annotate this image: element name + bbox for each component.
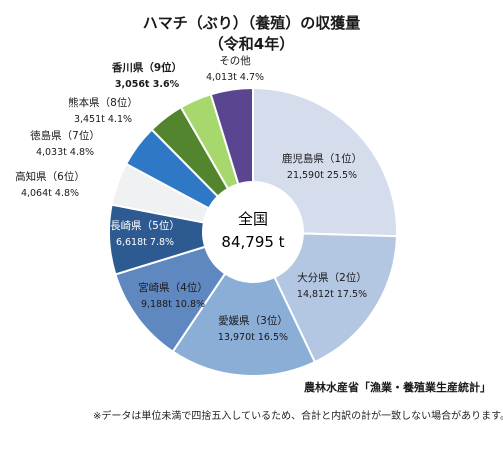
slice-value-label-3: 9,188t 10.8% xyxy=(141,299,205,310)
slice-name-label-8: 香川県（9位） xyxy=(111,61,182,74)
slice-name-label-7: 熊本県（8位） xyxy=(68,96,138,109)
chart-title: ハマチ（ぶり）（養殖）の収獲量 xyxy=(142,14,361,32)
slice-value-label-6: 4,033t 4.8% xyxy=(36,147,94,158)
slice-0 xyxy=(252,86,398,238)
slice-name-label-6: 徳島県（7位） xyxy=(30,129,100,142)
slice-value-label-4: 6,618t 7.8% xyxy=(116,237,174,248)
slice-9 xyxy=(209,86,254,186)
slice-name-label-9: その他 xyxy=(219,54,251,67)
slice-value-label-8: 3,056t 3.6% xyxy=(115,79,180,90)
chart-subtitle: （令和4年） xyxy=(208,35,295,53)
slice-name-label-3: 宮崎県（4位） xyxy=(138,281,208,294)
footnote: ※データは単位未満で四捨五入しているため、合計と内訳の計が一致しない場合がありま… xyxy=(93,411,503,422)
slice-value-label-2: 13,970t 16.5% xyxy=(218,332,288,343)
center-value: 84,795 t xyxy=(221,233,284,251)
slice-value-label-7: 3,451t 4.1% xyxy=(74,114,132,125)
slice-name-label-0: 鹿児島県（1位） xyxy=(282,152,362,165)
slice-value-label-5: 4,064t 4.8% xyxy=(21,188,79,199)
slice-name-label-5: 高知県（6位） xyxy=(15,170,85,183)
slice-value-label-1: 14,812t 17.5% xyxy=(297,289,367,300)
source-citation: 農林水産省「漁業・養殖業生産統計」 xyxy=(304,381,491,394)
slice-name-label-4: 長崎県（5位） xyxy=(110,219,180,232)
slice-1 xyxy=(273,232,398,364)
slice-name-label-1: 大分県（2位） xyxy=(297,271,367,284)
slice-value-label-0: 21,590t 25.5% xyxy=(287,170,357,181)
slice-value-label-9: 4,013t 4.7% xyxy=(206,72,264,83)
slice-name-label-2: 愛媛県（3位） xyxy=(218,314,288,327)
center-label: 全国 xyxy=(238,210,268,228)
